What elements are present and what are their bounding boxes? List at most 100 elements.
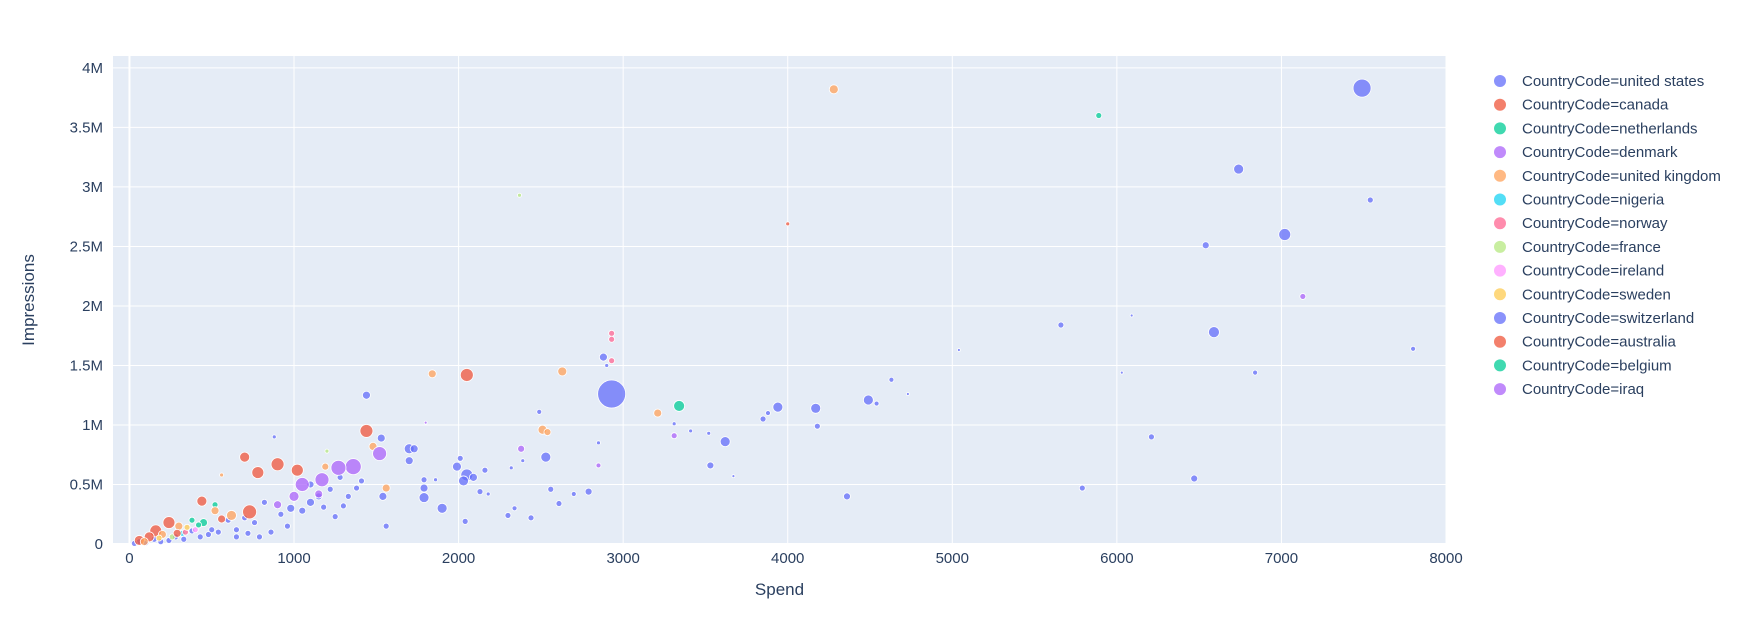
legend-item[interactable]: CountryCode=nigeria — [1494, 192, 1665, 209]
scatter-point[interactable] — [162, 516, 176, 529]
scatter-point[interactable] — [358, 477, 365, 485]
scatter-point[interactable] — [536, 408, 543, 415]
scatter-point[interactable] — [1352, 78, 1372, 98]
scatter-point[interactable] — [1278, 228, 1292, 241]
scatter-point[interactable] — [251, 466, 265, 479]
scatter-point[interactable] — [214, 528, 222, 536]
scatter-point[interactable] — [459, 368, 474, 382]
scatter-point[interactable] — [772, 401, 784, 413]
scatter-point[interactable] — [210, 506, 220, 516]
scatter-point[interactable] — [706, 430, 712, 436]
scatter-point[interactable] — [862, 394, 874, 406]
scatter-point[interactable] — [956, 348, 961, 352]
scatter-point[interactable] — [419, 483, 429, 493]
scatter-point[interactable] — [517, 444, 526, 453]
scatter-point[interactable] — [251, 519, 258, 526]
scatter-point[interactable] — [267, 528, 275, 536]
scatter-point[interactable] — [719, 436, 731, 448]
scatter-point[interactable] — [188, 516, 196, 524]
scatter-point[interactable] — [520, 458, 526, 464]
scatter-point[interactable] — [180, 535, 188, 543]
scatter-point[interactable] — [547, 485, 555, 493]
scatter-point[interactable] — [330, 459, 347, 476]
scatter-point[interactable] — [485, 491, 491, 497]
scatter-point[interactable] — [599, 352, 608, 362]
scatter-point[interactable] — [436, 502, 448, 514]
scatter-point[interactable] — [205, 531, 212, 538]
scatter-point[interactable] — [433, 477, 438, 483]
scatter-point[interactable] — [596, 440, 601, 446]
scatter-point[interactable] — [378, 491, 388, 501]
legend-item[interactable]: CountryCode=canada — [1494, 97, 1669, 114]
scatter-point[interactable] — [508, 465, 514, 471]
scatter-point[interactable] — [273, 500, 282, 510]
scatter-point[interactable] — [688, 428, 694, 434]
scatter-point[interactable] — [242, 504, 257, 520]
scatter-point[interactable] — [172, 528, 182, 538]
scatter-point[interactable] — [873, 400, 880, 407]
scatter-point[interactable] — [284, 522, 291, 530]
scatter-point[interactable] — [828, 84, 839, 95]
scatter-point[interactable] — [298, 506, 307, 515]
scatter-point[interactable] — [359, 424, 374, 438]
scatter-point[interactable] — [427, 369, 437, 379]
scatter-point[interactable] — [731, 474, 736, 479]
scatter-point[interactable] — [344, 458, 362, 476]
scatter-point[interactable] — [810, 402, 822, 414]
scatter-point[interactable] — [1233, 163, 1245, 175]
scatter-point[interactable] — [905, 392, 910, 396]
legend-item[interactable]: CountryCode=united states — [1494, 73, 1704, 90]
scatter-point[interactable] — [191, 526, 199, 534]
scatter-point[interactable] — [673, 400, 686, 412]
scatter-point[interactable] — [423, 420, 428, 425]
scatter-point[interactable] — [139, 537, 149, 547]
scatter-point[interactable] — [557, 366, 568, 377]
scatter-point[interactable] — [458, 475, 469, 487]
scatter-point[interactable] — [461, 517, 469, 525]
scatter-point[interactable] — [517, 192, 522, 198]
scatter-point[interactable] — [570, 491, 577, 497]
scatter-point[interactable] — [286, 503, 296, 513]
scatter-point[interactable] — [381, 483, 391, 493]
legend-item[interactable]: CountryCode=belgium — [1494, 357, 1672, 374]
scatter-point[interactable] — [456, 454, 464, 462]
scatter-point[interactable] — [706, 461, 715, 470]
scatter-point[interactable] — [196, 495, 208, 507]
scatter-point[interactable] — [256, 533, 263, 541]
legend-item[interactable]: CountryCode=united kingdom — [1494, 168, 1721, 185]
legend-item[interactable]: CountryCode=denmark — [1494, 144, 1678, 161]
legend-item[interactable]: CountryCode=australia — [1494, 334, 1676, 351]
scatter-point[interactable] — [843, 492, 851, 501]
scatter-point[interactable] — [1129, 313, 1134, 318]
scatter-point[interactable] — [1095, 112, 1103, 119]
scatter-point[interactable] — [294, 477, 310, 492]
scatter-point[interactable] — [1299, 293, 1307, 300]
scatter-point[interactable] — [219, 472, 225, 478]
legend-item[interactable]: CountryCode=ireland — [1494, 263, 1664, 280]
scatter-point[interactable] — [1366, 196, 1374, 204]
scatter-point[interactable] — [320, 503, 328, 511]
legend-item[interactable]: CountryCode=switzerland — [1494, 310, 1694, 327]
scatter-point[interactable] — [331, 513, 339, 521]
scatter-point[interactable] — [759, 415, 767, 423]
scatter-point[interactable] — [288, 490, 300, 502]
scatter-point[interactable] — [1078, 484, 1086, 492]
scatter-point[interactable] — [290, 463, 304, 477]
scatter-point[interactable] — [233, 533, 240, 541]
scatter-point[interactable] — [1201, 241, 1210, 250]
scatter-point[interactable] — [270, 457, 285, 472]
legend-item[interactable]: CountryCode=iraq — [1494, 381, 1644, 398]
scatter-point[interactable] — [476, 488, 484, 496]
scatter-point[interactable] — [376, 433, 386, 443]
scatter-point[interactable] — [540, 451, 552, 463]
scatter-point[interactable] — [155, 534, 163, 542]
scatter-point[interactable] — [608, 335, 616, 343]
scatter-point[interactable] — [608, 329, 616, 337]
legend-item[interactable]: CountryCode=sweden — [1494, 286, 1671, 303]
scatter-point[interactable] — [409, 444, 419, 454]
scatter-point[interactable] — [208, 526, 216, 534]
scatter-point[interactable] — [888, 376, 895, 383]
scatter-point[interactable] — [1119, 370, 1124, 375]
scatter-point[interactable] — [469, 472, 478, 482]
scatter-point[interactable] — [671, 421, 677, 427]
